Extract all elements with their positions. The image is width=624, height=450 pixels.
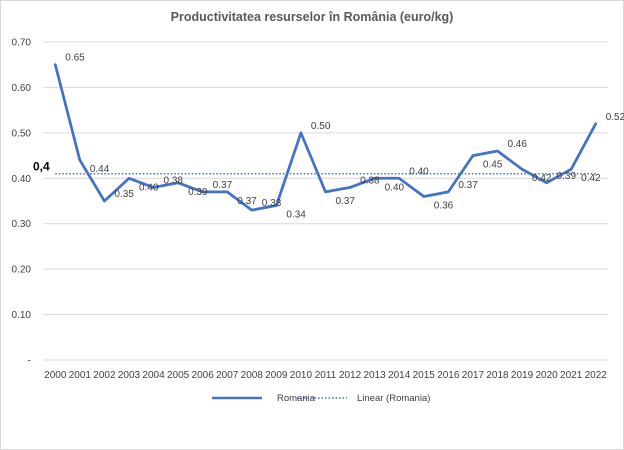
x-tick-label: 2004 <box>142 370 165 381</box>
data-label: 0.46 <box>507 139 527 150</box>
y-tick-label: 0.20 <box>12 265 32 276</box>
data-point <box>54 63 57 66</box>
data-label: 0.42 <box>532 173 552 184</box>
data-point <box>78 158 82 162</box>
x-tick-label: 2020 <box>535 370 558 381</box>
data-point <box>594 122 597 125</box>
data-point <box>397 177 401 180</box>
x-tick-label: 2001 <box>69 370 92 381</box>
y-axis-ticks: - 0.10 0.20 0.30 0.40 0.50 0.60 0.70 <box>12 38 32 367</box>
x-tick-label: 2010 <box>290 370 313 381</box>
x-tick-label: 2012 <box>339 370 362 381</box>
legend: Romania Linear (Romania) <box>212 393 430 404</box>
data-label: 0.65 <box>65 53 85 64</box>
data-label: 0.38 <box>360 175 380 186</box>
data-point <box>569 168 573 171</box>
data-label: 0.40 <box>385 182 405 193</box>
series-group <box>53 63 598 212</box>
data-label: 0.40 <box>139 182 159 193</box>
data-label: 0.34 <box>286 210 306 221</box>
legend-trendline-label: Linear (Romania) <box>357 393 430 404</box>
trendline-label: 0,4 <box>33 160 50 174</box>
x-tick-label: 2017 <box>462 370 485 381</box>
y-tick-label: 0.60 <box>12 83 32 94</box>
data-point <box>324 190 327 194</box>
x-tick-label: 2015 <box>413 370 436 381</box>
y-tick-label: 0.10 <box>12 310 32 321</box>
x-tick-label: 2014 <box>388 370 411 381</box>
y-tick-label: - <box>28 356 31 367</box>
y-tick-label: 0.70 <box>12 38 32 49</box>
x-tick-label: 2021 <box>560 370 583 381</box>
x-tick-label: 2019 <box>511 370 534 381</box>
data-point <box>373 177 376 180</box>
data-label: 0.42 <box>581 173 601 184</box>
data-point <box>275 204 278 207</box>
data-point <box>545 181 548 185</box>
x-tick-label: 2003 <box>118 370 141 381</box>
x-tick-label: 2018 <box>486 370 509 381</box>
data-point <box>299 131 303 135</box>
data-point <box>447 190 450 194</box>
data-label: 0.37 <box>336 196 356 207</box>
data-point <box>176 181 180 185</box>
data-point <box>471 154 475 157</box>
y-tick-label: 0.30 <box>12 219 32 230</box>
x-tick-label: 2022 <box>585 370 608 381</box>
legend-series-label: Romania <box>277 393 316 404</box>
data-label: 0.44 <box>90 164 110 175</box>
data-label: 0.33 <box>262 198 282 209</box>
data-point <box>496 149 499 153</box>
x-tick-label: 2005 <box>167 370 190 381</box>
x-tick-label: 2006 <box>192 370 215 381</box>
data-label: 0.38 <box>164 175 184 186</box>
x-tick-label: 2008 <box>241 370 264 381</box>
gridlines <box>43 41 608 361</box>
x-tick-label: 2007 <box>216 370 239 381</box>
trendline-group: 0,4 <box>33 160 596 175</box>
data-label: 0.50 <box>311 121 331 132</box>
data-label: 0.40 <box>409 166 429 177</box>
data-point <box>422 195 425 198</box>
data-label: 0.45 <box>483 160 503 171</box>
data-point <box>520 168 524 171</box>
chart-title: Productivitatea resurselor în România (e… <box>171 10 454 24</box>
x-tick-label: 2016 <box>437 370 460 381</box>
data-label: 0.39 <box>188 187 208 198</box>
data-label: 0.35 <box>114 189 134 200</box>
y-tick-label: 0.50 <box>12 128 32 139</box>
data-label: 0.37 <box>213 180 233 191</box>
data-point <box>201 190 204 194</box>
data-point <box>348 186 352 189</box>
y-tick-label: 0.40 <box>12 174 32 185</box>
data-label: 0.52 <box>606 112 624 123</box>
x-tick-label: 2013 <box>364 370 387 381</box>
data-label: 0.37 <box>458 180 478 191</box>
series-line <box>53 63 598 212</box>
x-tick-label: 2009 <box>265 370 288 381</box>
data-label: 0.36 <box>434 200 454 211</box>
data-point <box>226 190 229 194</box>
data-label: 0.39 <box>557 171 577 182</box>
x-tick-label: 2011 <box>315 370 337 381</box>
data-label: 0.37 <box>237 196 257 207</box>
data-point <box>127 177 131 180</box>
data-point <box>152 186 155 189</box>
x-axis-ticks: 2000 2001 2002 2003 2004 2005 2006 2007 2008 2009… <box>44 370 607 381</box>
data-point <box>103 199 106 203</box>
data-point <box>250 208 254 212</box>
data-labels: 0.65 0.44 0.35 0.40 0.38 0.39 0.37 0.37 0.33 0.34… <box>65 53 624 221</box>
x-tick-label: 2002 <box>93 370 116 381</box>
x-tick-label: 2000 <box>44 370 67 381</box>
